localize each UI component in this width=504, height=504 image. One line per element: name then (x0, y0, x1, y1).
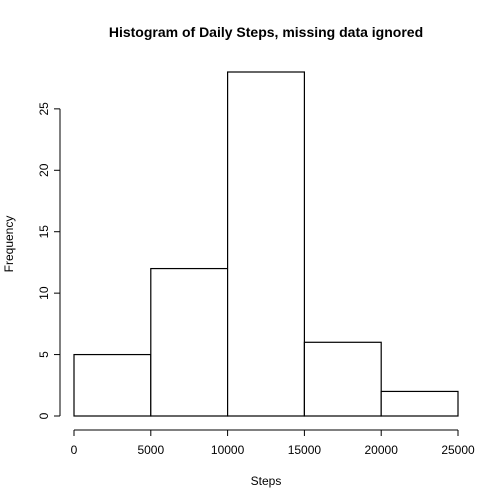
histogram-bar-4 (380, 390, 459, 417)
y-tick-label-4: 20 (37, 163, 51, 177)
x-tick-label-1: 5000 (137, 443, 164, 457)
x-tick-label-0: 0 (71, 443, 78, 457)
y-axis-label: Frequency (2, 216, 16, 273)
y-tick-label-3: 15 (37, 225, 51, 239)
histogram-bar-2 (227, 71, 306, 417)
histogram-bar-1 (150, 267, 229, 417)
x-tick-label-5: 25000 (441, 443, 475, 457)
x-tick-label-3: 15000 (288, 443, 322, 457)
chart-title: Histogram of Daily Steps, missing data i… (109, 24, 423, 40)
x-axis-label: Steps (251, 474, 282, 488)
histogram-bar-0 (73, 353, 152, 417)
y-tick-label-0: 0 (37, 412, 51, 419)
y-tick-label-2: 10 (37, 286, 51, 300)
x-tick-label-2: 10000 (211, 443, 245, 457)
y-tick-label-1: 5 (37, 351, 51, 358)
y-axis: 0 5 10 15 20 25 (37, 102, 61, 419)
y-tick-label-5: 25 (37, 102, 51, 116)
histogram-bar-3 (303, 341, 382, 417)
bars-group (73, 71, 459, 417)
x-tick-label-4: 20000 (365, 443, 399, 457)
x-axis: 0 5000 10000 15000 20000 25000 (71, 429, 475, 457)
